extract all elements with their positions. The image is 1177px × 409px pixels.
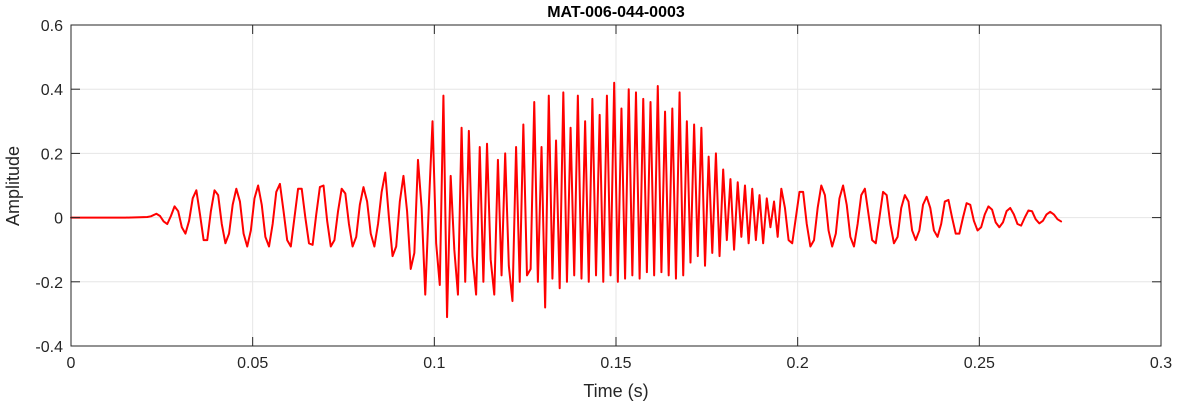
y-tick-label: 0.6 [41,18,63,35]
x-tick-labels: 0 0.05 0.1 0.15 0.2 0.25 0.3 [67,355,1173,372]
tick-marks [70,24,1162,347]
series-layer [70,81,1063,319]
x-tick-label: 0.2 [787,355,809,372]
x-tick-label: 0.05 [237,355,268,372]
x-tick-label: 0.1 [423,355,445,372]
x-tick-label: 0 [67,355,76,372]
chart-title: MAT-006-044-0003 [547,4,685,21]
x-tick-label: 0.25 [964,355,995,372]
y-tick-labels: -0.4 -0.2 0 0.2 0.4 0.6 [35,18,63,356]
y-tick-label: 0.2 [41,146,63,163]
y-tick-label: 0 [54,211,63,228]
y-tick-label: 0.4 [41,82,63,99]
x-tick-label: 0.3 [1150,355,1172,372]
x-axis-label: Time (s) [583,381,648,401]
y-tick-label: -0.4 [35,339,63,356]
x-tick-label: 0.15 [600,355,631,372]
series-line [70,81,1063,319]
y-axis-label: Amplitude [3,146,23,226]
y-tick-label: -0.2 [35,275,63,292]
